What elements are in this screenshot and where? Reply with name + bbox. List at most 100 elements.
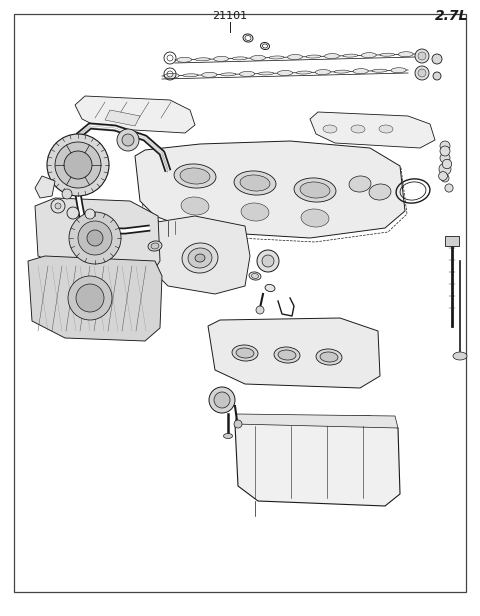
Circle shape [440, 153, 450, 163]
Circle shape [439, 172, 447, 180]
Circle shape [214, 392, 230, 408]
Polygon shape [145, 216, 250, 294]
Ellipse shape [380, 53, 395, 56]
Ellipse shape [306, 55, 321, 58]
Ellipse shape [240, 71, 255, 76]
Polygon shape [28, 256, 162, 341]
Ellipse shape [151, 243, 159, 249]
Ellipse shape [249, 272, 261, 280]
Circle shape [234, 420, 242, 428]
Ellipse shape [398, 52, 413, 57]
Ellipse shape [148, 241, 162, 251]
Circle shape [78, 221, 112, 255]
Polygon shape [35, 198, 160, 276]
Ellipse shape [301, 209, 329, 227]
Ellipse shape [202, 72, 217, 78]
Ellipse shape [232, 57, 247, 60]
Polygon shape [235, 416, 400, 506]
Ellipse shape [265, 285, 275, 291]
Polygon shape [208, 318, 380, 388]
Ellipse shape [183, 74, 198, 77]
Ellipse shape [181, 197, 209, 215]
Ellipse shape [320, 352, 338, 362]
Ellipse shape [288, 54, 302, 60]
Ellipse shape [174, 164, 216, 188]
Circle shape [415, 49, 429, 63]
Ellipse shape [224, 434, 232, 439]
Ellipse shape [315, 70, 330, 75]
Circle shape [122, 134, 134, 146]
Circle shape [209, 387, 235, 413]
Circle shape [69, 212, 121, 264]
Circle shape [440, 141, 450, 151]
Ellipse shape [351, 125, 365, 133]
Circle shape [76, 284, 104, 312]
Ellipse shape [180, 168, 210, 184]
Ellipse shape [269, 56, 284, 59]
Ellipse shape [391, 68, 406, 73]
Ellipse shape [343, 54, 358, 57]
Circle shape [117, 129, 139, 151]
Ellipse shape [349, 176, 371, 192]
Ellipse shape [334, 70, 349, 73]
Bar [445, 236, 459, 246]
Ellipse shape [214, 56, 228, 62]
Ellipse shape [324, 54, 339, 59]
Circle shape [418, 52, 426, 60]
Circle shape [441, 174, 449, 182]
Ellipse shape [278, 350, 296, 360]
Circle shape [262, 255, 274, 267]
Ellipse shape [234, 171, 276, 195]
Ellipse shape [300, 182, 330, 198]
Polygon shape [135, 141, 405, 238]
Ellipse shape [177, 57, 192, 62]
Text: 2.7L: 2.7L [435, 9, 468, 23]
Circle shape [87, 230, 103, 246]
Ellipse shape [182, 243, 218, 273]
Circle shape [439, 163, 451, 175]
Circle shape [442, 160, 452, 169]
Circle shape [62, 189, 72, 199]
Ellipse shape [164, 73, 179, 78]
Ellipse shape [361, 52, 376, 58]
Ellipse shape [379, 125, 393, 133]
Ellipse shape [316, 349, 342, 365]
Ellipse shape [195, 254, 205, 262]
Circle shape [432, 54, 442, 64]
Circle shape [55, 142, 101, 188]
Circle shape [64, 151, 92, 179]
Ellipse shape [323, 125, 337, 133]
Ellipse shape [274, 347, 300, 363]
Circle shape [433, 72, 441, 80]
Circle shape [440, 146, 450, 156]
Ellipse shape [372, 69, 387, 72]
Circle shape [47, 134, 109, 196]
Ellipse shape [453, 352, 467, 360]
Ellipse shape [251, 55, 265, 60]
Circle shape [51, 199, 65, 213]
Circle shape [256, 306, 264, 314]
Text: 21101: 21101 [213, 11, 248, 21]
Polygon shape [105, 110, 140, 126]
Ellipse shape [353, 68, 368, 74]
Ellipse shape [195, 58, 210, 61]
Ellipse shape [296, 71, 312, 74]
Ellipse shape [277, 70, 293, 76]
Polygon shape [75, 96, 195, 133]
Polygon shape [235, 414, 398, 428]
Ellipse shape [369, 184, 391, 200]
Ellipse shape [241, 203, 269, 221]
Ellipse shape [259, 72, 274, 75]
Ellipse shape [236, 348, 254, 358]
Circle shape [68, 276, 112, 320]
Circle shape [445, 184, 453, 192]
Circle shape [85, 209, 95, 219]
Polygon shape [310, 112, 435, 148]
Circle shape [418, 69, 426, 77]
Circle shape [67, 207, 79, 219]
Ellipse shape [232, 345, 258, 361]
Ellipse shape [188, 248, 212, 268]
Circle shape [257, 250, 279, 272]
Circle shape [415, 66, 429, 80]
Ellipse shape [294, 178, 336, 202]
